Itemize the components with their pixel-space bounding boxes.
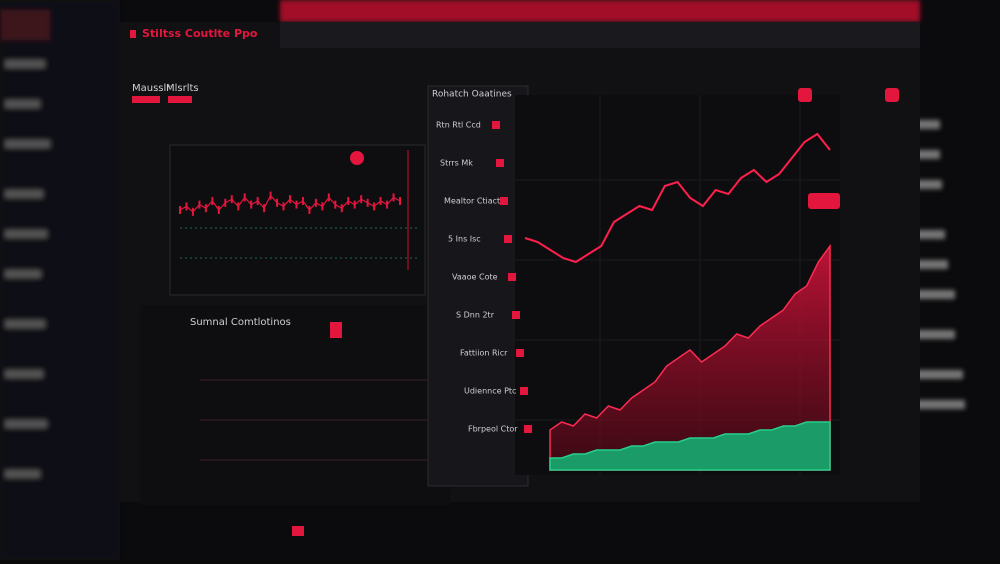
order-row: Mealtor Ctiacto: [444, 197, 505, 206]
order-row: Udiennce Ptc: [464, 387, 516, 396]
order-row: S Dnn 2tr: [456, 311, 495, 320]
row-marker: [504, 235, 512, 243]
order-row: Rtn Rtl Ccd: [436, 121, 481, 130]
button[interactable]: [798, 88, 812, 102]
order-row: Strrs Mk: [440, 159, 473, 168]
order-row: Vaaoe Cote: [452, 273, 498, 282]
bottom-panel: [140, 305, 450, 505]
price-tag: [808, 193, 840, 209]
green-area: [549, 421, 831, 471]
top-line: [179, 194, 401, 213]
top-chart-panel: [169, 144, 426, 296]
price-line: [524, 132, 831, 264]
toggle[interactable]: [330, 322, 342, 338]
order-row: 5 Ins Isc: [448, 235, 481, 244]
button[interactable]: [292, 526, 304, 536]
sidebar: [0, 0, 965, 560]
order-panel: [427, 85, 529, 487]
top-bar: [280, 22, 920, 48]
row-marker: [500, 197, 508, 205]
app-title: Stiltss Coutlte Ppo: [142, 27, 258, 40]
panel-title: Sumnal Comtlotinos: [190, 317, 291, 328]
row-marker: [508, 273, 516, 281]
order-row: Fattiion Ricr: [460, 349, 508, 358]
row-marker: [516, 349, 524, 357]
button[interactable]: [885, 88, 899, 102]
nav-item[interactable]: Mausslr: [132, 83, 171, 94]
logo: [130, 30, 136, 38]
row-marker: [496, 159, 504, 167]
nav-item[interactable]: Mlsrlts: [166, 83, 199, 94]
row-marker: [524, 425, 532, 433]
panel-title: Rohatch Oaatines: [432, 90, 512, 100]
bottom-grid: [200, 379, 450, 461]
row-marker: [520, 387, 528, 395]
nav-highlight: [132, 96, 160, 103]
row-marker: [512, 311, 520, 319]
live-indicator: [350, 151, 364, 165]
red-area: [549, 243, 831, 471]
nav-highlight: [168, 96, 192, 103]
row-marker: [492, 121, 500, 129]
order-row: Fbrpeol Ctor: [468, 425, 518, 434]
